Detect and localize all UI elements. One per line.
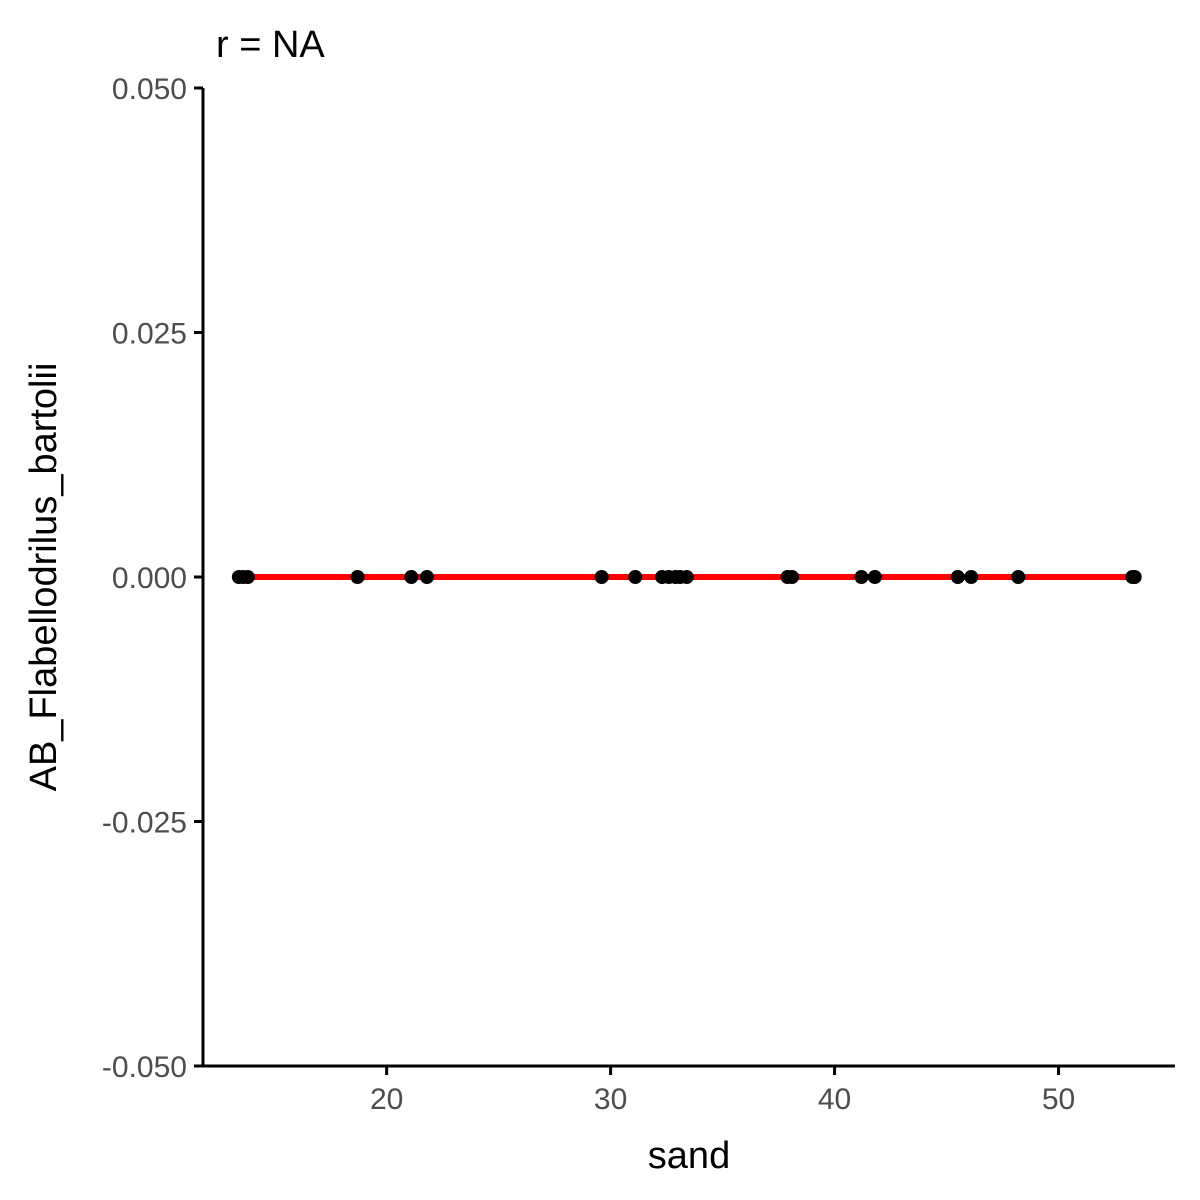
x-axis-title: sand bbox=[648, 1135, 730, 1177]
data-point bbox=[867, 570, 882, 584]
data-point bbox=[679, 570, 694, 584]
x-tick-label: 50 bbox=[1042, 1083, 1075, 1116]
y-tick-label: -0.050 bbox=[102, 1051, 187, 1084]
data-points bbox=[231, 570, 1142, 584]
data-point bbox=[404, 570, 419, 584]
data-point bbox=[628, 570, 643, 584]
x-tick-label: 20 bbox=[370, 1083, 403, 1116]
data-point bbox=[964, 570, 979, 584]
data-point bbox=[1127, 570, 1142, 584]
y-tick-label: -0.025 bbox=[102, 807, 187, 840]
data-point bbox=[350, 570, 365, 584]
y-tick-label: 0.050 bbox=[112, 73, 187, 106]
plot-title: r = NA bbox=[216, 24, 325, 66]
y-tick-label: 0.025 bbox=[112, 318, 187, 351]
data-point bbox=[1011, 570, 1026, 584]
data-point bbox=[854, 570, 869, 584]
y-axis-title: AB_Flabellodrilus_bartolii bbox=[23, 363, 65, 792]
data-point bbox=[419, 570, 434, 584]
x-tick-label: 40 bbox=[818, 1083, 851, 1116]
y-tick-label: 0.000 bbox=[112, 562, 187, 595]
data-point bbox=[240, 570, 255, 584]
data-point bbox=[594, 570, 609, 584]
data-point bbox=[950, 570, 965, 584]
y-axis-ticks: -0.050 -0.025 0.000 0.025 0.050 bbox=[102, 73, 203, 1084]
data-point bbox=[785, 570, 800, 584]
x-axis-ticks: 20 30 40 50 bbox=[370, 1066, 1075, 1116]
x-tick-label: 30 bbox=[594, 1083, 627, 1116]
